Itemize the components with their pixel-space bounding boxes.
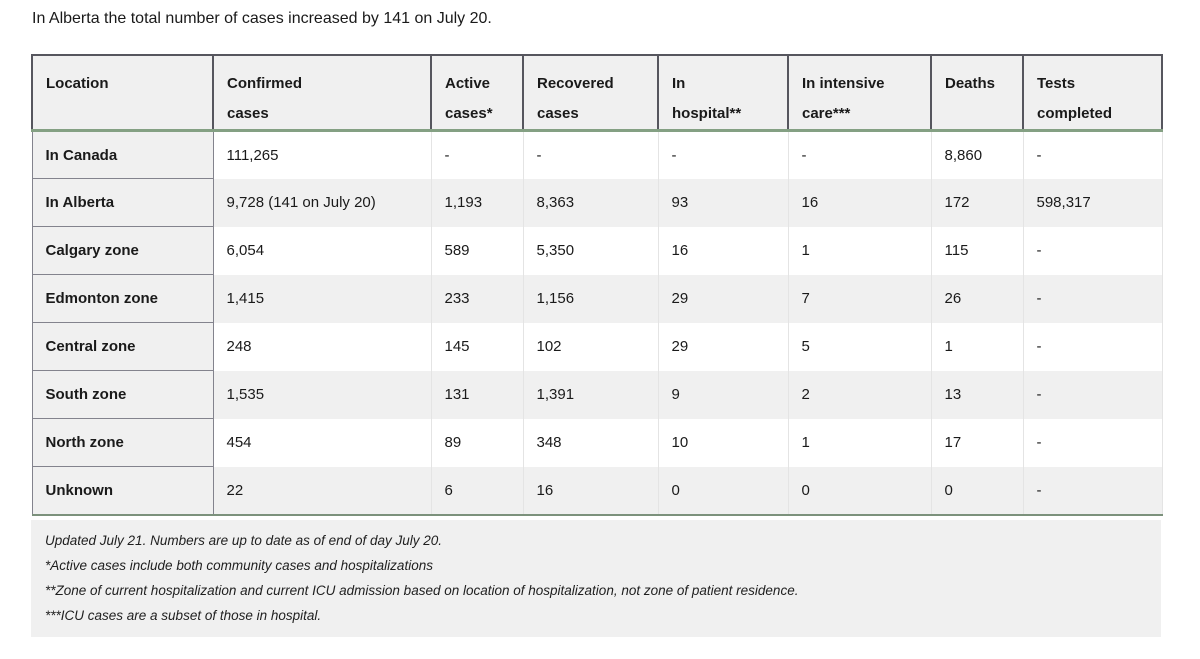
col-header-in-hospital: In hospital**	[657, 54, 789, 132]
table-row: Edmonton zone 1,415 233 1,156 29 7 26 -	[31, 274, 1163, 323]
cell-confirmed: 1,535	[213, 370, 432, 419]
row-label: Calgary zone	[31, 226, 214, 275]
col-header-location: Location	[31, 54, 214, 132]
cell-icu: 1	[788, 226, 932, 275]
col-header-intensive-care: In intensive care***	[787, 54, 932, 132]
row-label: In Alberta	[31, 178, 214, 227]
cell-deaths: 172	[931, 178, 1024, 227]
cell-deaths: 1	[931, 322, 1024, 371]
col-header-recovered-cases: Recovered cases	[522, 54, 659, 132]
cell-recovered: 1,156	[523, 274, 659, 323]
footnote-zone-hospitalization: **Zone of current hospitalization and cu…	[45, 582, 799, 598]
footnotes-box: Updated July 21. Numbers are up to date …	[31, 519, 1161, 637]
cell-hospital: 9	[658, 370, 789, 419]
table-row: North zone 454 89 348 10 1 17 -	[31, 418, 1163, 467]
cell-icu: -	[788, 130, 932, 179]
cell-tests: -	[1023, 226, 1163, 275]
cell-recovered: 16	[523, 466, 659, 516]
cell-recovered: -	[523, 130, 659, 179]
cell-recovered: 5,350	[523, 226, 659, 275]
cell-hospital: 0	[658, 466, 789, 516]
cell-active: 145	[431, 322, 524, 371]
cell-confirmed: 1,415	[213, 274, 432, 323]
cell-tests: 598,317	[1023, 178, 1163, 227]
cell-confirmed: 454	[213, 418, 432, 467]
cell-tests: -	[1023, 322, 1163, 371]
table-row: Calgary zone 6,054 589 5,350 16 1 115 -	[31, 226, 1163, 275]
cell-icu: 0	[788, 466, 932, 516]
row-label: South zone	[31, 370, 214, 419]
cell-active: 6	[431, 466, 524, 516]
table-body: In Canada 111,265 - - - - 8,860 - In Alb…	[31, 130, 1163, 516]
cell-recovered: 102	[523, 322, 659, 371]
cell-hospital: 29	[658, 274, 789, 323]
cell-active: 1,193	[431, 178, 524, 227]
cell-deaths: 8,860	[931, 130, 1024, 179]
cell-confirmed: 9,728 (141 on July 20)	[213, 178, 432, 227]
cell-deaths: 26	[931, 274, 1024, 323]
cell-icu: 16	[788, 178, 932, 227]
cell-tests: -	[1023, 130, 1163, 179]
table-row: In Canada 111,265 - - - - 8,860 -	[31, 130, 1163, 179]
cell-confirmed: 111,265	[213, 130, 432, 179]
cell-deaths: 115	[931, 226, 1024, 275]
row-label: In Canada	[31, 130, 214, 179]
cell-hospital: 16	[658, 226, 789, 275]
cell-hospital: 10	[658, 418, 789, 467]
header-row: Location Confirmed cases Active cases* R…	[31, 54, 1163, 132]
cell-confirmed: 248	[213, 322, 432, 371]
cell-active: 233	[431, 274, 524, 323]
row-label: Unknown	[31, 466, 214, 516]
col-header-tests-completed: Tests completed	[1022, 54, 1163, 132]
cell-icu: 2	[788, 370, 932, 419]
table-row: Central zone 248 145 102 29 5 1 -	[31, 322, 1163, 371]
cell-confirmed: 6,054	[213, 226, 432, 275]
cell-hospital: 29	[658, 322, 789, 371]
cell-confirmed: 22	[213, 466, 432, 516]
cell-active: 589	[431, 226, 524, 275]
cell-tests: -	[1023, 418, 1163, 467]
col-header-active-cases: Active cases*	[430, 54, 524, 132]
table-row: In Alberta 9,728 (141 on July 20) 1,193 …	[31, 178, 1163, 227]
cell-deaths: 17	[931, 418, 1024, 467]
footnote-icu-subset: ***ICU cases are a subset of those in ho…	[45, 607, 322, 623]
footnote-active-cases: *Active cases include both community cas…	[45, 557, 433, 573]
cell-active: 131	[431, 370, 524, 419]
cell-icu: 7	[788, 274, 932, 323]
cell-recovered: 8,363	[523, 178, 659, 227]
cell-tests: -	[1023, 370, 1163, 419]
footnote-updated: Updated July 21. Numbers are up to date …	[45, 532, 442, 548]
row-label: North zone	[31, 418, 214, 467]
cell-hospital: -	[658, 130, 789, 179]
covid-cases-table: Location Confirmed cases Active cases* R…	[31, 54, 1163, 516]
cell-recovered: 1,391	[523, 370, 659, 419]
table-row: South zone 1,535 131 1,391 9 2 13 -	[31, 370, 1163, 419]
cell-icu: 1	[788, 418, 932, 467]
table-row: Unknown 22 6 16 0 0 0 -	[31, 466, 1163, 516]
cell-tests: -	[1023, 466, 1163, 516]
cell-hospital: 93	[658, 178, 789, 227]
cell-deaths: 13	[931, 370, 1024, 419]
page-title: In Alberta the total number of cases inc…	[32, 10, 492, 27]
cell-icu: 5	[788, 322, 932, 371]
col-header-confirmed-cases: Confirmed cases	[212, 54, 432, 132]
table-header: Location Confirmed cases Active cases* R…	[31, 54, 1163, 132]
col-header-deaths: Deaths	[930, 54, 1024, 132]
cell-tests: -	[1023, 274, 1163, 323]
cell-recovered: 348	[523, 418, 659, 467]
cell-deaths: 0	[931, 466, 1024, 516]
cell-active: 89	[431, 418, 524, 467]
cell-active: -	[431, 130, 524, 179]
row-label: Central zone	[31, 322, 214, 371]
row-label: Edmonton zone	[31, 274, 214, 323]
